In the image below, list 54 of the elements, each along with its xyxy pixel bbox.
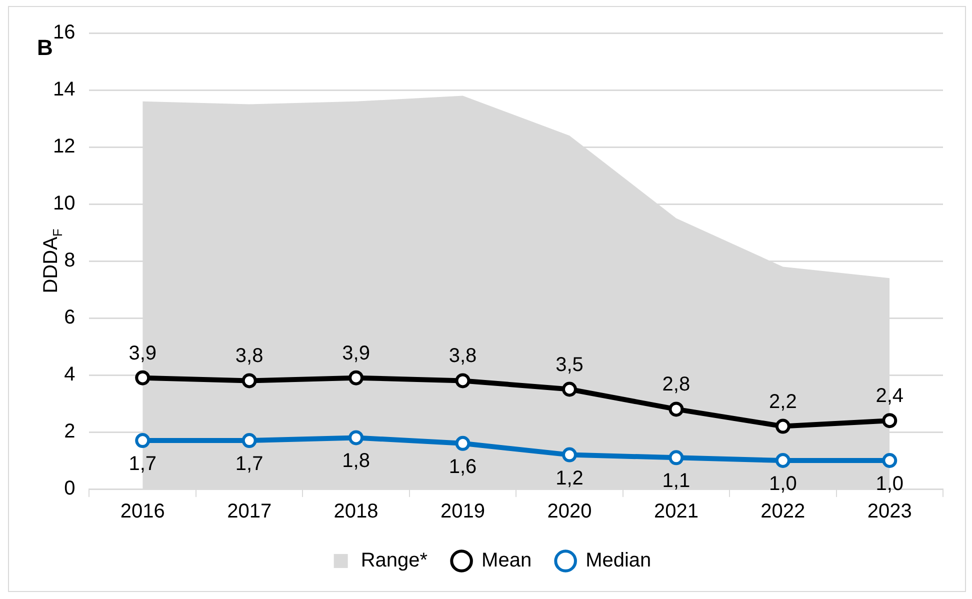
point xyxy=(135,433,150,448)
data-label: 1,7 xyxy=(128,453,157,476)
y-tick-label: 0 xyxy=(64,478,76,500)
data-label: 2,4 xyxy=(876,385,904,408)
x-tick-label: 2019 xyxy=(440,500,486,523)
point xyxy=(775,453,790,468)
x-tick-label: 2016 xyxy=(120,500,165,523)
point xyxy=(242,373,257,388)
point xyxy=(348,370,364,386)
data-label: 3,9 xyxy=(128,342,157,364)
data-label: 3,9 xyxy=(342,342,370,364)
data-label: 1,6 xyxy=(448,456,477,478)
x-tick-label: 2022 xyxy=(760,500,806,523)
y-tick-label: 6 xyxy=(64,306,76,329)
point xyxy=(348,430,364,446)
point xyxy=(668,402,684,417)
point xyxy=(562,382,577,397)
y-tick-label: 16 xyxy=(52,22,76,44)
point xyxy=(668,450,684,466)
y-tick-label: 10 xyxy=(52,192,76,215)
x-tick-label: 2023 xyxy=(867,500,912,523)
x-tick-label: 2021 xyxy=(654,500,698,523)
x-tick-label: 2017 xyxy=(227,500,272,523)
data-label: 2,2 xyxy=(769,390,797,413)
data-label: 1,8 xyxy=(342,450,370,472)
y-tick-label: 8 xyxy=(64,250,76,272)
point xyxy=(135,370,150,386)
data-label: 3,5 xyxy=(556,354,584,376)
legend-label: Mean xyxy=(482,550,532,572)
point xyxy=(775,418,790,434)
legend-label: Median xyxy=(586,550,652,572)
data-label: 3,8 xyxy=(448,345,477,368)
data-label: 3,8 xyxy=(235,345,264,368)
data-label: 1,0 xyxy=(769,473,797,496)
data-label: 1,2 xyxy=(556,467,584,490)
data-label: 2,8 xyxy=(662,374,690,396)
y-tick-label: 12 xyxy=(52,136,76,158)
point xyxy=(562,447,577,462)
x-tick-label: 2018 xyxy=(334,500,378,523)
x-tick-label: 2020 xyxy=(547,500,592,523)
point xyxy=(455,373,470,388)
y-axis-title: DDDAF xyxy=(40,228,65,294)
y-tick-label: 14 xyxy=(52,78,76,101)
y-tick-label: 4 xyxy=(64,364,76,386)
point xyxy=(455,436,470,451)
point xyxy=(882,413,898,428)
data-label: 1,7 xyxy=(235,453,264,476)
legend-label: Range* xyxy=(360,550,428,572)
point xyxy=(882,453,898,468)
data-label: 1,1 xyxy=(662,470,690,492)
point xyxy=(242,433,257,448)
data-label: 1,0 xyxy=(876,473,904,496)
y-tick-label: 2 xyxy=(64,420,76,443)
chart-title: B xyxy=(37,35,53,60)
